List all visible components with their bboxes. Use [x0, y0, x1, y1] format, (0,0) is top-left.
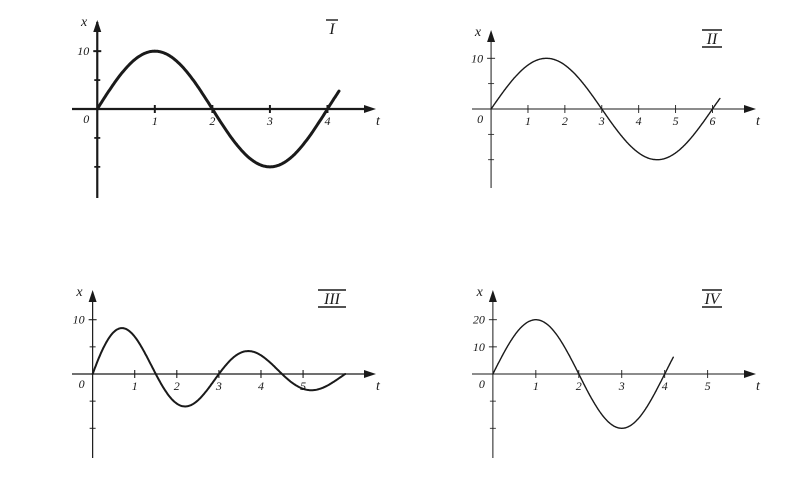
chart-title: I: [328, 21, 335, 38]
origin-label: 0: [479, 377, 485, 391]
x-tick-label: 6: [709, 114, 715, 128]
y-tick-label: 10: [473, 340, 485, 354]
x-axis-arrowhead-icon: [364, 370, 376, 378]
y-tick-label: 10: [471, 51, 483, 65]
chart-title: IV: [703, 291, 721, 308]
x-tick-label: 2: [562, 114, 568, 128]
chart-title: II: [706, 31, 718, 48]
x-axis-label: t: [376, 379, 381, 394]
x-axis-label: t: [376, 114, 381, 129]
x-tick-label: 3: [598, 114, 605, 128]
chart-panel-IV: 1 2 3 4 5 10 20 0 t x IV: [430, 280, 770, 480]
y-axis-label: x: [476, 285, 484, 300]
y-axis-arrowhead-icon: [89, 290, 97, 302]
x-tick-label: 5: [673, 114, 679, 128]
y-axis-label: x: [75, 285, 83, 300]
page: 1 2 3 4 10 0 t x I 1 2 3 4 5 6 10 0 t x II 1 2 3 4 5 10 0 t x III 1 2 3 4…: [0, 0, 800, 500]
x-tick-label: 1: [152, 114, 158, 128]
x-tick-label: 4: [324, 114, 330, 128]
y-axis-label: x: [80, 15, 88, 30]
x-tick-label: 2: [576, 379, 582, 393]
x-tick-label: 2: [209, 114, 215, 128]
sine-curve: [93, 328, 346, 406]
x-tick-label: 3: [618, 379, 625, 393]
x-tick-label: 5: [705, 379, 711, 393]
chart-title: III: [323, 291, 341, 308]
x-tick-label: 1: [525, 114, 531, 128]
chart-panel-II: 1 2 3 4 5 6 10 0 t x II: [430, 20, 770, 210]
y-axis-arrowhead-icon: [487, 30, 495, 42]
x-tick-label: 5: [300, 379, 306, 393]
x-axis-label: t: [756, 114, 761, 129]
y-axis-arrowhead-icon: [93, 20, 101, 32]
x-tick-label: 4: [662, 379, 668, 393]
y-tick-label: 10: [77, 44, 89, 58]
x-tick-label: 1: [533, 379, 539, 393]
x-tick-label: 3: [266, 114, 273, 128]
chart-panel-I: 1 2 3 4 10 0 t x I: [30, 10, 390, 220]
origin-label: 0: [477, 112, 483, 126]
x-axis-arrowhead-icon: [744, 105, 756, 113]
x-tick-label: 1: [132, 379, 138, 393]
y-tick-label: 10: [73, 313, 85, 327]
origin-label: 0: [83, 112, 89, 126]
x-tick-label: 3: [215, 379, 222, 393]
x-axis-label: t: [756, 379, 761, 394]
chart-panel-III: 1 2 3 4 5 10 0 t x III: [30, 280, 390, 480]
x-tick-label: 4: [636, 114, 642, 128]
x-axis-arrowhead-icon: [364, 105, 376, 113]
y-axis-label: x: [474, 25, 482, 40]
x-tick-label: 4: [258, 379, 264, 393]
x-tick-label: 2: [174, 379, 180, 393]
origin-label: 0: [79, 377, 85, 391]
x-axis-arrowhead-icon: [744, 370, 756, 378]
y-tick-label: 20: [473, 313, 485, 327]
y-axis-arrowhead-icon: [489, 290, 497, 302]
